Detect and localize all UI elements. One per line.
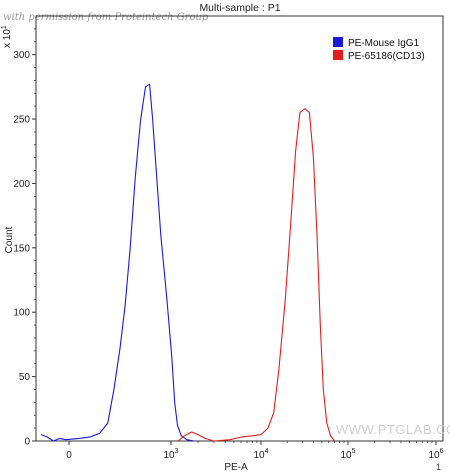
legend: PE-Mouse IgG1 PE-65186(CD13) [333, 37, 425, 62]
legend-label-igg1: PE-Mouse IgG1 [348, 38, 420, 49]
x-tick-label: 105 [340, 448, 355, 461]
y-tick-label: 300 [13, 50, 30, 61]
x-tick-label: 103 [163, 448, 178, 461]
y-tick-label: 100 [13, 308, 30, 319]
y-tick-label: 50 [19, 372, 31, 383]
x-axis-label: PE-A [224, 462, 248, 473]
y-tick-label: 200 [13, 179, 30, 190]
corner-mark: 1 [436, 462, 441, 472]
series-line-mouse-igg1 [40, 83, 195, 442]
x-tick-label: 0 [66, 450, 72, 461]
series-line-cd13 [177, 108, 335, 442]
y-tick-label: 250 [13, 115, 30, 126]
x-tick-label: 106 [428, 448, 443, 461]
legend-swatch-igg1 [333, 37, 343, 47]
chart-title: Multi-sample : P1 [199, 2, 280, 14]
watermark-bottom: WWW.PTGLAB.COM [336, 422, 450, 437]
watermark-top: with permission from Proteintech Group [3, 12, 209, 23]
plot-frame [35, 15, 444, 442]
y-tick-label: 150 [13, 243, 30, 254]
plot-area: 0 50 100 150 200 250 300 0 103 104 105 106 [13, 15, 444, 461]
x-tick-label: 104 [253, 448, 268, 461]
y-tick-label: 0 [24, 437, 30, 448]
y-multiplier-label: x 101 [1, 25, 13, 48]
legend-swatch-cd13 [333, 50, 343, 60]
y-axis-label: Count [4, 226, 15, 253]
legend-label-cd13: PE-65186(CD13) [348, 51, 425, 62]
svg-text:x 101: x 101 [1, 25, 13, 48]
